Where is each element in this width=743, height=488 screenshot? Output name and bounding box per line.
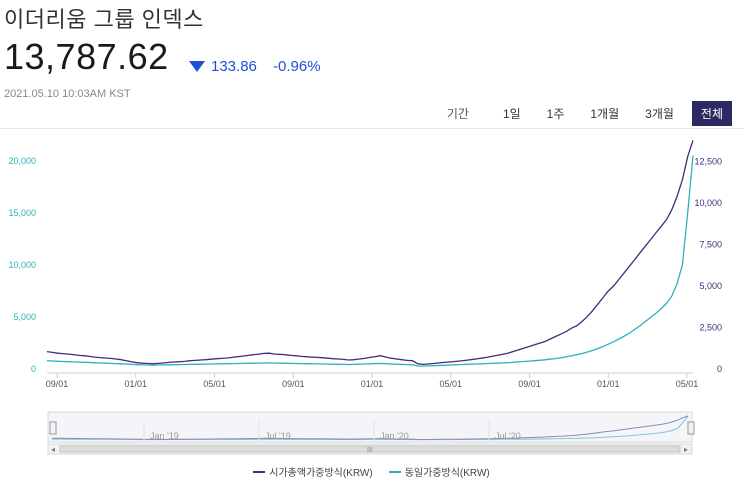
header-divider [0, 128, 743, 129]
legend-item-equal-weighted[interactable]: 동일가중방식(KRW) [388, 464, 490, 479]
range-button-3m[interactable]: 3개월 [645, 107, 674, 121]
right-axis-tick-label: 7,500 [699, 240, 722, 250]
navigator-handle-left[interactable] [49, 421, 57, 435]
legend-item-cap-weighted[interactable]: 시가총액가중방식(KRW) [253, 464, 373, 479]
navigator-line-cap-weighted [51, 415, 689, 440]
navigator-tick-label: Jul '20 [495, 431, 521, 441]
change-value: 133.86 [211, 58, 257, 75]
left-axis-tick-label: 20,000 [8, 156, 36, 166]
index-price: 13,787.62 [4, 36, 169, 77]
navigator-tick-label: Jul '19 [265, 431, 291, 441]
right-axis-tick-label: 0 [717, 364, 722, 374]
range-button-all[interactable]: 전체 [691, 101, 732, 126]
x-axis-tick-label: 09/01 [282, 379, 305, 389]
navigator-tick-label: Jan '20 [380, 431, 409, 441]
navigator-tick-label: Jan '19 [150, 431, 179, 441]
legend-swatch-icon [253, 470, 266, 473]
series-line-cap-weighted [46, 140, 694, 366]
right-axis-tick-label: 5,000 [699, 281, 722, 291]
scrollbar-thumb[interactable] [59, 445, 681, 453]
scroll-left-icon: ◂ [51, 445, 55, 454]
x-axis-tick-label: 05/01 [676, 379, 699, 389]
range-label: 기간 [446, 107, 469, 121]
range-button-1m[interactable]: 1개월 [590, 107, 620, 121]
series-line-equal-weighted [46, 155, 694, 367]
left-axis-tick-label: 10,000 [8, 260, 36, 270]
x-axis-tick-label: 05/01 [203, 379, 226, 389]
down-arrow-icon [189, 61, 205, 72]
navigator-panel [47, 411, 693, 443]
left-axis-tick-label: 0 [31, 364, 36, 374]
range-selector: 기간 1일 1주 1개월 3개월 전체 [447, 101, 732, 126]
timestamp: 2021.05.10 10:03AM KST [4, 88, 131, 100]
scroll-right-icon: ▸ [684, 445, 688, 454]
x-axis-tick-label: 01/01 [124, 379, 147, 389]
x-axis-tick-label: 01/01 [597, 379, 620, 389]
change-percent: -0.96% [273, 58, 321, 75]
left-axis-tick-label: 5,000 [13, 312, 36, 322]
x-axis-tick-label: 09/01 [46, 379, 69, 389]
legend-label: 동일가중방식(KRW) [404, 468, 490, 479]
x-axis-tick-label: 09/01 [518, 379, 541, 389]
right-axis-tick-label: 10,000 [694, 198, 722, 208]
legend-label: 시가총액가중방식(KRW) [269, 468, 373, 479]
navigator-handle-right[interactable] [687, 421, 695, 435]
page-title: 이더리움 그룹 인덱스 [4, 7, 204, 32]
x-axis-tick-label: 05/01 [439, 379, 462, 389]
chart-legend: 시가총액가중방식(KRW) 동일가중방식(KRW) [0, 464, 743, 479]
legend-swatch-icon [388, 470, 401, 473]
range-button-1d[interactable]: 1일 [502, 107, 521, 121]
right-axis-tick-label: 2,500 [699, 323, 722, 333]
x-axis-tick-label: 01/01 [361, 379, 384, 389]
range-button-1w[interactable]: 1주 [546, 107, 565, 121]
left-axis-tick-label: 15,000 [8, 208, 36, 218]
scrollbar-grip-icon: III [367, 447, 373, 454]
right-axis-tick-label: 12,500 [694, 157, 722, 167]
